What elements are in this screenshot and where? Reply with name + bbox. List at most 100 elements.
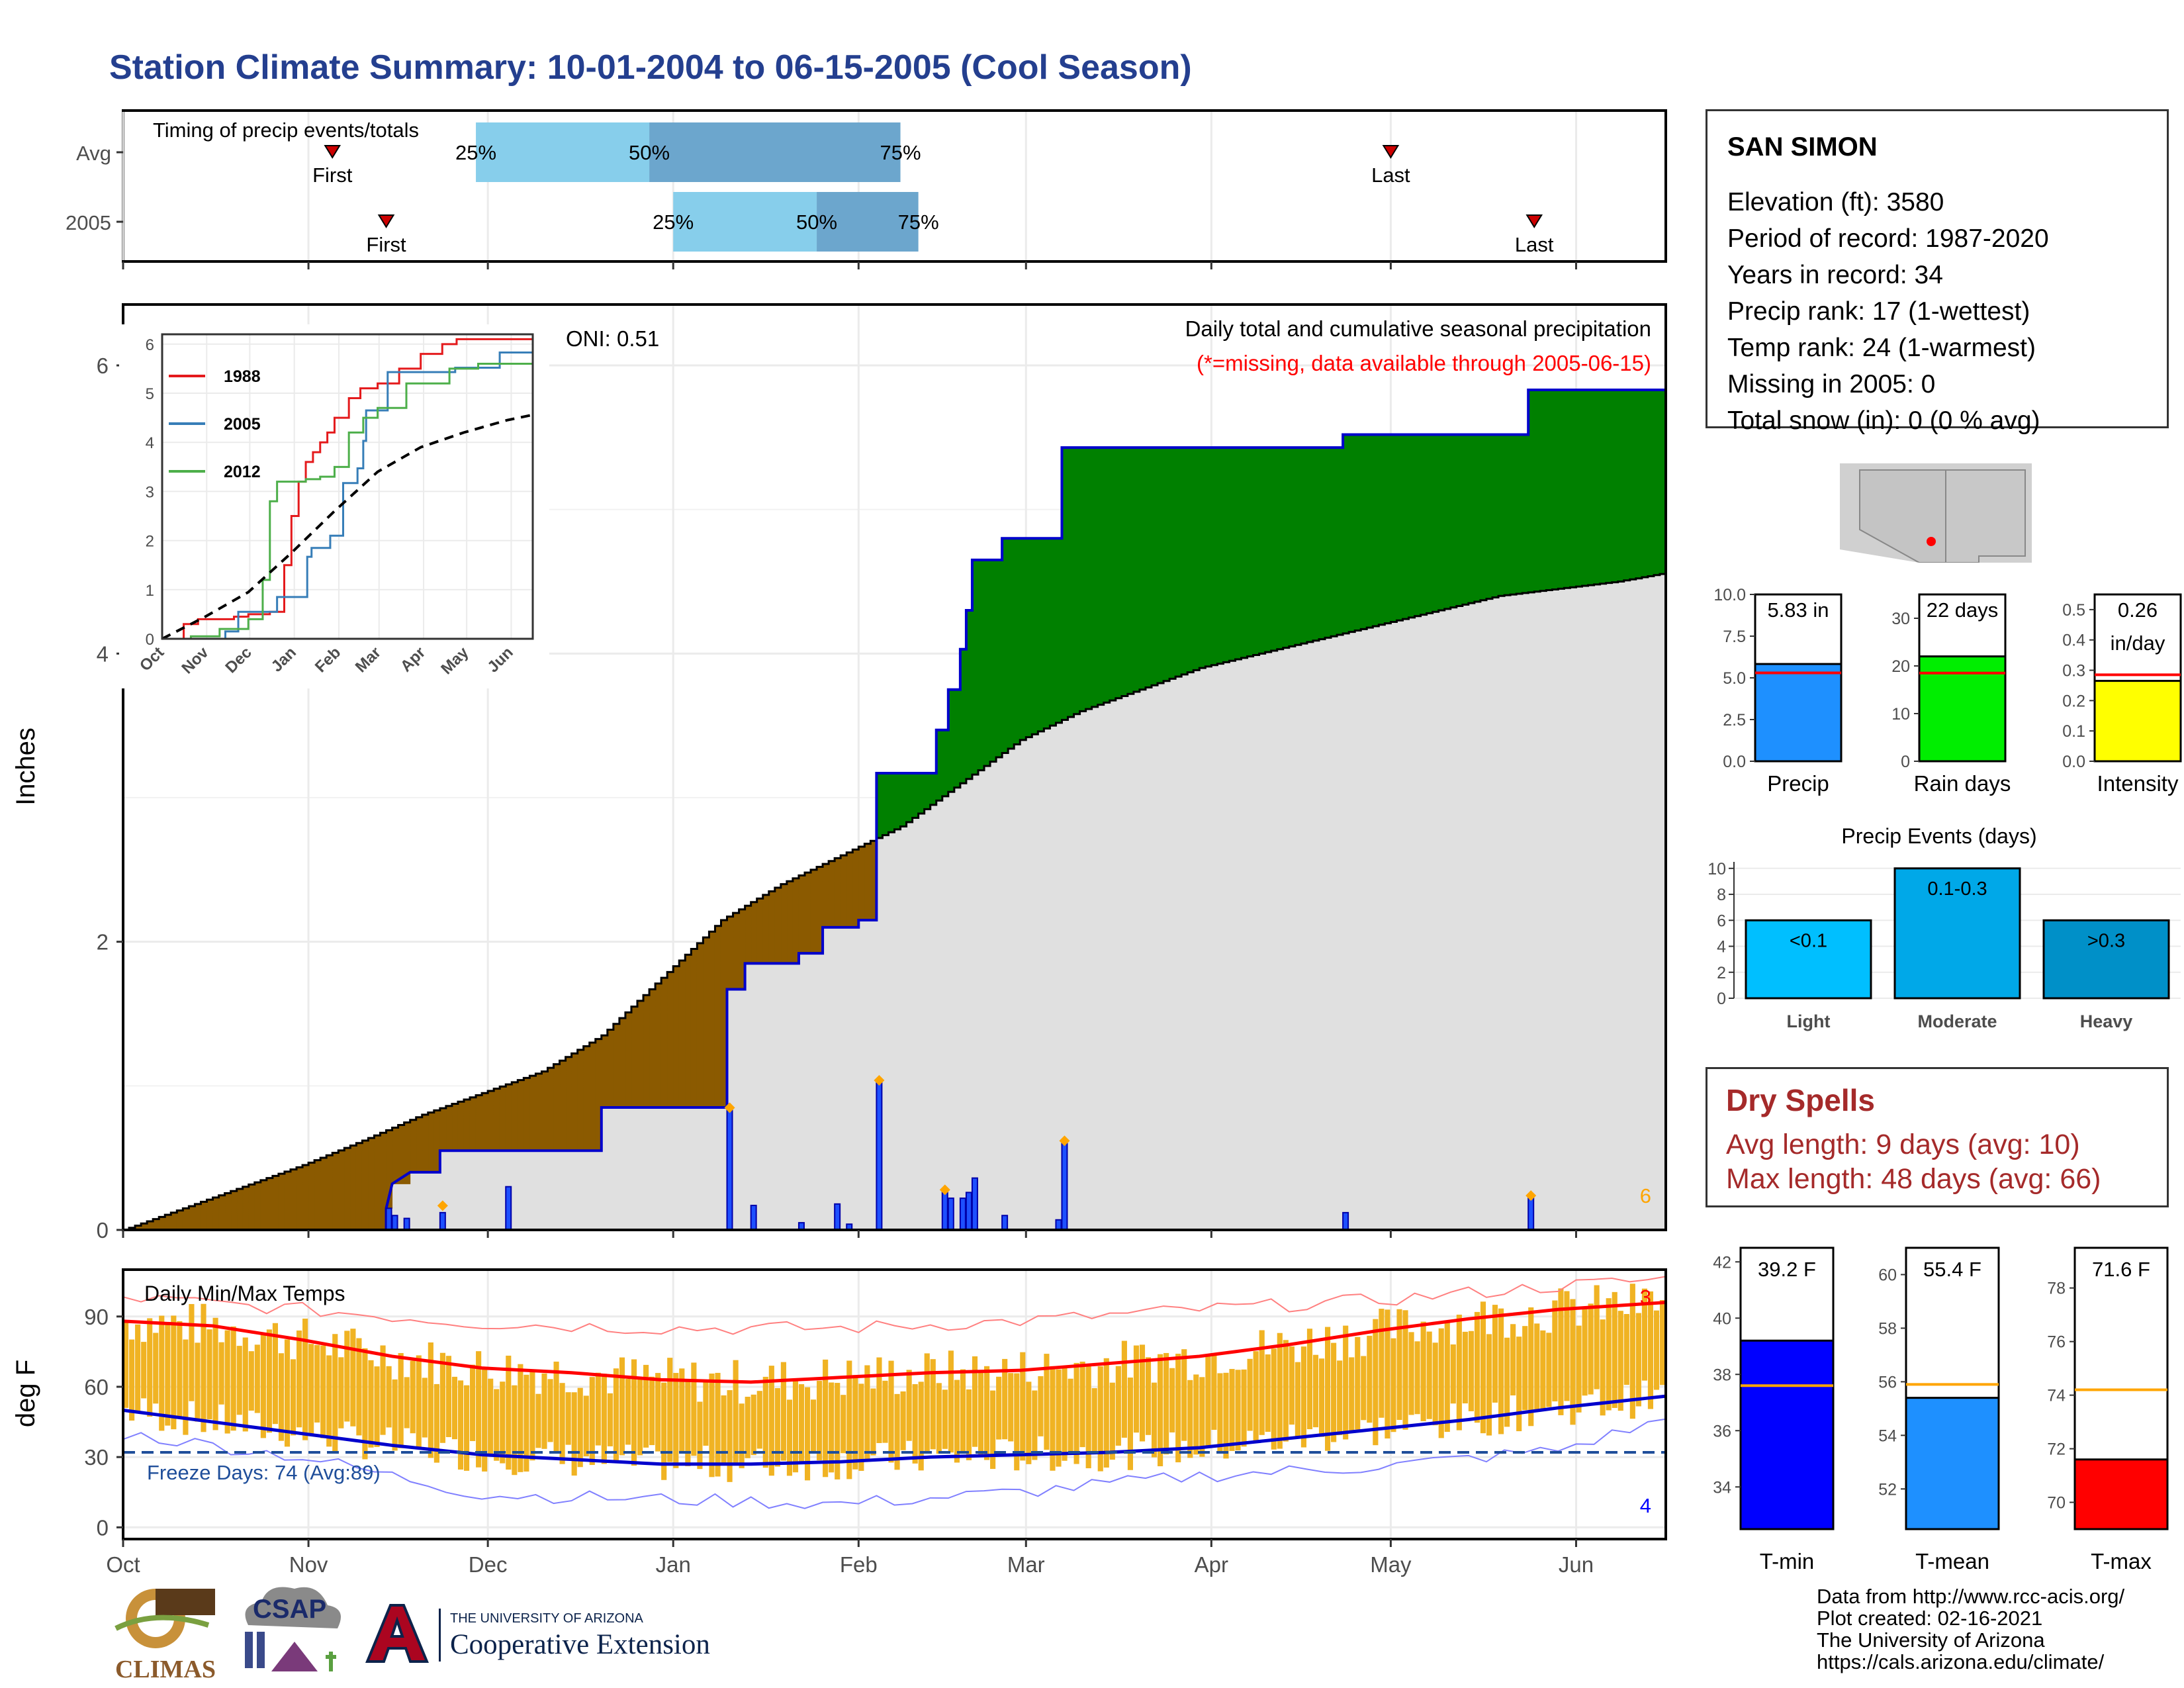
- mini-bar-charts: 5.83 in 0.0 2.5 5.0 7.5 10.0 Precip 22 days 0 10 2…: [1713, 586, 2182, 796]
- daily-precip-bar: [1055, 1219, 1062, 1231]
- x-tick-label: May: [1370, 1552, 1412, 1577]
- daily-temp-bar: [1647, 1291, 1654, 1409]
- y-tick-label: 4: [97, 641, 109, 666]
- daily-temp-bar: [1199, 1377, 1205, 1457]
- daily-temp-bar: [762, 1376, 768, 1468]
- daily-temp-bar: [1193, 1374, 1199, 1455]
- daily-temp-bar: [1659, 1299, 1666, 1385]
- station-line: Total snow (in): 0 (0 % avg): [1727, 406, 2040, 435]
- daily-temp-bar: [1629, 1284, 1635, 1419]
- inset-series-line: [161, 413, 533, 640]
- daily-temp-bar: [679, 1368, 685, 1454]
- daily-temp-bar: [637, 1378, 643, 1456]
- daily-temp-bar: [201, 1303, 206, 1432]
- daily-temp-bar: [1390, 1338, 1396, 1432]
- temp-bar-charts: 39.2 F 34 36 38 40 42 T-min 55.4 F 52 54 56 58 60 T-m…: [1713, 1246, 2169, 1573]
- timing-pct-label: 25%: [653, 211, 694, 234]
- daily-temp-bar: [320, 1345, 326, 1438]
- daily-temp-bar: [786, 1399, 793, 1476]
- daily-temp-bar: [1127, 1378, 1133, 1470]
- daily-temp-bar: [607, 1393, 613, 1446]
- tbar-y-tick: 76: [2047, 1333, 2066, 1352]
- event-category-label: Heavy: [2080, 1011, 2133, 1031]
- daily-temp-bar: [733, 1360, 739, 1464]
- tbar-y-tick: 74: [2047, 1387, 2066, 1405]
- tbar-bar: [2073, 1458, 2169, 1530]
- y-tick-label: 90: [84, 1305, 109, 1329]
- inset-bg: [119, 324, 549, 688]
- event-category-label: Light: [1787, 1011, 1831, 1031]
- daily-precip-bar: [876, 1082, 883, 1231]
- daily-temp-bar: [1504, 1337, 1510, 1427]
- daily-temp-bar: [571, 1392, 577, 1476]
- event-marker-icon: [1059, 1135, 1070, 1147]
- precip-chart-title: Daily total and cumulative seasonal prec…: [1185, 316, 1651, 341]
- station-line: Missing in 2005: 0: [1727, 370, 1936, 399]
- daily-temp-bar: [1373, 1319, 1379, 1446]
- daily-temp-bar: [523, 1374, 529, 1472]
- daily-temp-bar: [1623, 1314, 1629, 1385]
- daily-temp-bar: [1522, 1326, 1528, 1411]
- inset-series-line: [162, 338, 533, 640]
- daily-temp-bar: [1474, 1311, 1480, 1423]
- precip-chart-subtitle: (*=missing, data available through 2005-…: [1197, 351, 1651, 375]
- daily-precip-bar: [1001, 1215, 1009, 1231]
- daily-temp-bar: [577, 1387, 583, 1468]
- x-tick-label: Apr: [1195, 1552, 1228, 1577]
- map-mexico: [1840, 549, 2032, 566]
- daily-temp-bar: [745, 1397, 751, 1458]
- daily-temp-bar: [960, 1369, 966, 1454]
- daily-temp-bar: [978, 1370, 984, 1455]
- daily-temp-bar: [428, 1342, 433, 1458]
- daily-temp-bar: [1462, 1331, 1468, 1404]
- daily-temp-bar: [1612, 1291, 1617, 1408]
- daily-temp-bar: [518, 1364, 523, 1472]
- daily-temp-bar: [350, 1329, 356, 1427]
- daily-temp-bar: [1032, 1390, 1038, 1460]
- daily-temp-bar: [1295, 1362, 1300, 1438]
- temp-frame: [122, 1268, 1667, 1540]
- daily-temp-bar: [1223, 1372, 1229, 1459]
- daily-temp-bar: [1283, 1340, 1289, 1442]
- daily-temp-bar: [1331, 1342, 1337, 1442]
- daily-temp-bar: [1109, 1382, 1115, 1460]
- daily-temp-bar: [1217, 1373, 1223, 1452]
- daily-temp-bar: [1486, 1334, 1492, 1436]
- daily-temp-bar: [1158, 1354, 1163, 1467]
- daily-temp-bar: [1271, 1348, 1277, 1450]
- daily-temp-bar: [1026, 1382, 1032, 1464]
- daily-temp-bar: [1163, 1352, 1169, 1455]
- daily-temp-bar: [356, 1338, 362, 1436]
- daily-temp-bar: [1115, 1366, 1121, 1446]
- y-tick-label: 30: [84, 1445, 109, 1470]
- tbar-y-tick: 34: [1713, 1478, 1731, 1497]
- daily-temp-bar: [1085, 1366, 1091, 1469]
- mini-value-label: 5.83 in: [1767, 598, 1829, 622]
- daily-temp-bar: [1312, 1354, 1319, 1428]
- avg-max-line: [122, 1301, 1666, 1384]
- timing-marker-icon: [1382, 145, 1400, 159]
- station-name: SAN SIMON: [1727, 132, 1878, 162]
- mini-bar: [2093, 680, 2182, 763]
- daily-temp-bar: [841, 1395, 846, 1454]
- timing-marker-label: Last: [1371, 164, 1410, 187]
- daily-temp-bar: [386, 1366, 392, 1428]
- mini-y-tick: 10: [1891, 705, 1910, 724]
- station-lines: Elevation (ft): 3580 Period of record: 19…: [1727, 184, 2049, 439]
- daily-temp-bar: [506, 1355, 512, 1470]
- daily-temp-bar: [135, 1324, 141, 1412]
- daily-temp-bar: [768, 1366, 774, 1476]
- daily-temp-bar: [709, 1373, 715, 1477]
- daily-temp-bar: [445, 1356, 452, 1438]
- data-source-text: Data from http://www.rcc-acis.org/: [1817, 1585, 2125, 1608]
- dry-spells-title: Dry Spells: [1726, 1083, 1875, 1117]
- daily-temp-bar: [966, 1389, 972, 1460]
- daily-temp-bar: [1498, 1308, 1504, 1434]
- y-tick-label: 2: [97, 930, 109, 955]
- daily-temp-bar: [1068, 1378, 1073, 1453]
- daily-temp-bar: [1402, 1310, 1408, 1430]
- daily-precip-bar: [971, 1177, 978, 1231]
- plot-created-text: Plot created: 02-16-2021: [1817, 1607, 2043, 1630]
- mini-y-tick: 0.4: [2062, 632, 2085, 650]
- daily-precip-bar: [947, 1197, 954, 1231]
